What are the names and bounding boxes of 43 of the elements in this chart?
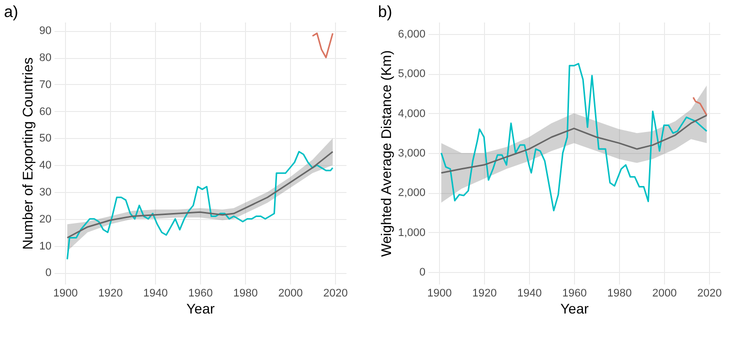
y-tick-label: 0 <box>45 267 52 280</box>
y-tick-label: 4,000 <box>398 108 426 120</box>
y-tick-label: 60 <box>39 106 52 118</box>
line-series <box>440 62 708 212</box>
y-tick-label: 0 <box>419 266 426 279</box>
line-series <box>66 150 334 260</box>
x-tick-label: 1900 <box>53 288 78 300</box>
x-tick-label: 1920 <box>472 288 497 300</box>
line-series <box>440 114 708 174</box>
y-tick-label: 2,000 <box>398 187 426 200</box>
y-tick-label: 3,000 <box>398 148 426 160</box>
x-tick-label: 1960 <box>562 288 587 300</box>
y-tick-label: 80 <box>39 52 52 64</box>
chart-title: a) <box>4 4 18 21</box>
line-series <box>312 32 334 58</box>
x-tick-label: 1940 <box>143 288 168 300</box>
x-tick-label: 1980 <box>607 288 632 300</box>
x-tick-label: 1940 <box>517 288 542 300</box>
y-tick-label: 70 <box>39 78 52 91</box>
chart-title: b) <box>378 4 392 21</box>
x-tick-label: 1980 <box>233 288 258 300</box>
x-tick-label: 1900 <box>427 288 452 300</box>
x-tick-label: 2020 <box>697 288 722 300</box>
x-tick-label: 2000 <box>278 288 303 300</box>
x-axis-title: Year <box>560 300 589 316</box>
y-tick-label: 90 <box>39 25 52 38</box>
y-tick-label: 40 <box>39 160 52 172</box>
y-tick-label: 10 <box>39 240 52 252</box>
x-tick-label: 1920 <box>98 288 123 300</box>
x-axis-title: Year <box>186 300 215 316</box>
y-tick-label: 20 <box>39 213 52 226</box>
y-tick-label: 50 <box>39 132 52 145</box>
y-tick-label: 30 <box>39 186 52 199</box>
y-tick-label: 1,000 <box>398 226 426 239</box>
x-tick-label: 1960 <box>188 288 213 300</box>
y-axis-title: Weighted Average Distance (Km) <box>378 50 394 257</box>
x-tick-label: 2000 <box>652 288 677 300</box>
y-tick-label: 5,000 <box>398 68 426 80</box>
y-tick-label: 6,000 <box>398 28 426 40</box>
line-series <box>692 96 708 116</box>
y-axis-title: Number of Exporting Countries <box>19 57 36 250</box>
line-series <box>66 150 334 238</box>
x-tick-label: 2020 <box>323 288 348 300</box>
